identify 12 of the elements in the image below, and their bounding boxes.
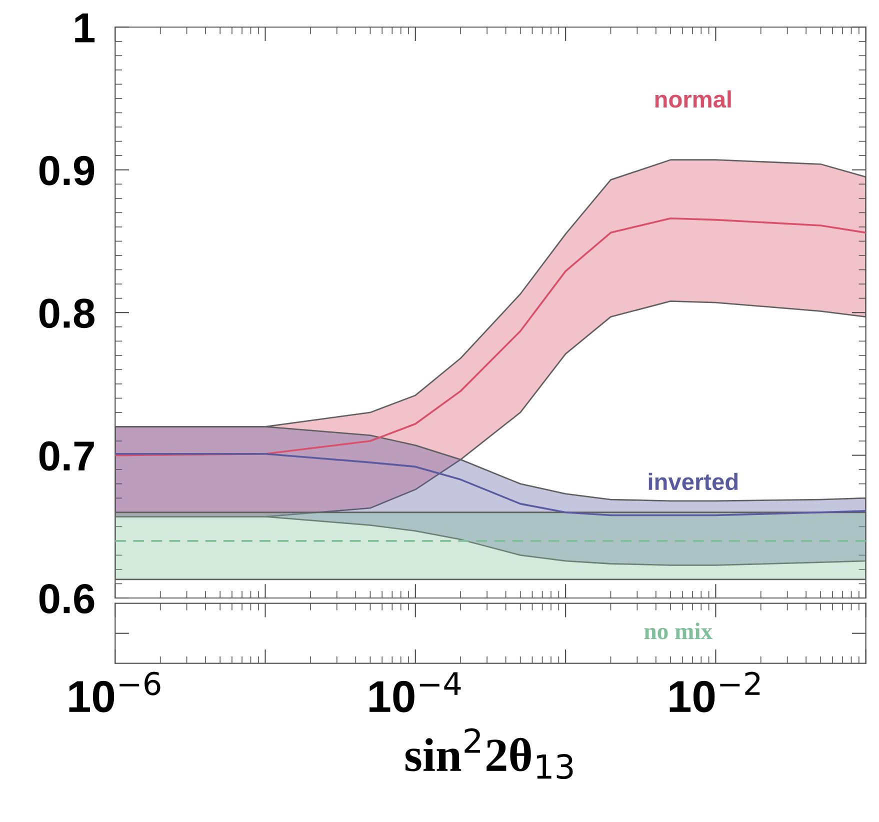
x-tick-label: 10$^{−2}$ [670, 672, 760, 712]
text: no mix [644, 622, 712, 640]
y-tick-label: 0.6 [39, 584, 94, 614]
series-label: inverted [648, 472, 738, 490]
x-axis-title: sin$^{2}$2θ$_{13}$ [405, 728, 573, 780]
x-tick-label: 10$^{−4}$ [370, 672, 461, 712]
x-tick-label: 10$^{−6}$ [69, 672, 160, 712]
y-tick-label: 0.7 [39, 441, 94, 471]
y-tick-label: 1 [75, 14, 95, 42]
y-tick-label: 0.9 [39, 156, 94, 186]
text: normal [655, 90, 731, 108]
y-tick-label: 0.8 [39, 298, 94, 328]
